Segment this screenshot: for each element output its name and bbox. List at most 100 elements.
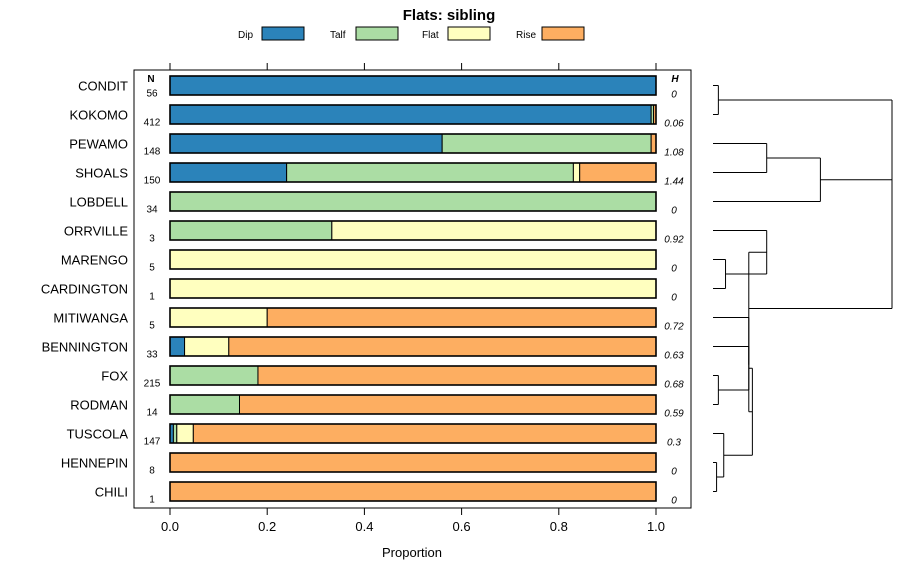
h-label-fox: 0.68	[664, 380, 684, 391]
category-label-fox: FOX	[101, 369, 128, 384]
h-column-header: H	[671, 74, 679, 85]
bar-outline-fox	[169, 365, 657, 386]
h-label-condit: 0	[671, 90, 677, 101]
h-label-pewamo: 1.08	[664, 148, 684, 159]
legend-swatch-flat	[447, 26, 491, 41]
chart-title: Flats: sibling	[403, 7, 496, 24]
bar-lobdell-talf	[169, 191, 657, 212]
bar-outline-cardington	[169, 278, 657, 299]
legend-swatch-dip	[261, 26, 305, 41]
bar-outline-condit	[169, 75, 657, 96]
n-label-mitiwanga: 5	[149, 321, 155, 332]
bar-bennington-rise	[228, 336, 657, 357]
dendrogram	[713, 85, 893, 492]
x-tick-label-0-2: 0.2	[258, 519, 276, 534]
h-labels: 0 0.06 1.08 1.44 0 0.92 0 0 0.72 0.63 0.68 0.59 0.3 0…	[664, 90, 684, 507]
bar-bennington-flat	[184, 336, 230, 357]
h-label-chili: 0	[671, 496, 677, 507]
n-label-marengo: 5	[149, 263, 155, 274]
category-label-condit: CONDIT	[78, 79, 128, 94]
n-label-condit: 56	[146, 89, 158, 100]
bar-marengo-flat	[169, 249, 657, 270]
legend-label-dip: Dip	[238, 30, 253, 41]
category-label-hennepin: HENNEPIN	[61, 456, 128, 471]
bar-shoals-flat	[572, 162, 581, 183]
category-label-rodman: RODMAN	[70, 398, 128, 413]
x-tick-label-1-0: 1.0	[647, 519, 665, 534]
h-label-shoals: 1.44	[664, 177, 684, 188]
category-label-bennington: BENNINGTON	[42, 340, 128, 355]
bar-tuscola-talf	[172, 423, 178, 444]
bar-cardington-flat	[169, 278, 657, 299]
bar-orrville-flat	[331, 220, 657, 241]
legend-label-flat: Flat	[422, 30, 439, 41]
bar-outline-mitiwanga	[169, 307, 657, 328]
legend: Dip Talf Flat Rise	[238, 26, 585, 41]
n-labels: 56 412 148 150 34 3 5 1 5 33 215 14 147 8 1	[144, 89, 161, 506]
category-label-chili: CHILI	[95, 485, 128, 500]
legend-swatch-rise	[541, 26, 585, 41]
category-label-kokomo: KOKOMO	[69, 108, 128, 123]
category-label-tuscola: TUSCOLA	[67, 427, 129, 442]
category-label-marengo: MARENGO	[61, 253, 128, 268]
n-label-tuscola: 147	[144, 437, 161, 448]
n-label-bennington: 33	[146, 350, 158, 361]
h-label-cardington: 0	[671, 293, 677, 304]
h-label-kokomo: 0.06	[664, 119, 684, 130]
x-tick-label-0-6: 0.6	[453, 519, 471, 534]
category-label-cardington: CARDINGTON	[41, 282, 128, 297]
h-label-tuscola: 0.3	[667, 438, 681, 449]
bar-shoals-talf	[286, 162, 574, 183]
n-label-rodman: 14	[146, 408, 158, 419]
bar-kokomo-dip	[169, 104, 652, 125]
x-tick-label-0-8: 0.8	[550, 519, 568, 534]
category-label-shoals: SHOALS	[75, 166, 128, 181]
category-label-pewamo: PEWAMO	[69, 137, 128, 152]
bar-tuscola-flat	[176, 423, 194, 444]
bar-condit-dip	[169, 75, 657, 96]
n-label-pewamo: 148	[144, 147, 161, 158]
bar-outline-chili	[169, 481, 657, 502]
h-label-hennepin: 0	[671, 467, 677, 478]
legend-label-talf: Talf	[330, 30, 346, 41]
legend-label-rise: Rise	[516, 30, 536, 41]
bar-mitiwanga-rise	[266, 307, 657, 328]
bar-outline-kokomo	[169, 104, 657, 125]
bar-outline-pewamo	[169, 133, 657, 154]
bar-outline-rodman	[169, 394, 657, 415]
n-label-cardington: 1	[149, 292, 155, 303]
bar-outline-marengo	[169, 249, 657, 270]
bar-outline-shoals	[169, 162, 657, 183]
n-label-lobdell: 34	[146, 205, 158, 216]
category-label-lobdell: LOBDELL	[69, 195, 128, 210]
category-label-orrville: ORRVILLE	[64, 224, 128, 239]
category-labels: CONDIT KOKOMO PEWAMO SHOALS LOBDELL ORRVILLE M…	[41, 79, 128, 500]
bars-group	[169, 75, 657, 502]
bar-fox-rise	[257, 365, 657, 386]
bar-rodman-talf	[169, 394, 240, 415]
h-label-mitiwanga: 0.72	[664, 322, 684, 333]
n-label-shoals: 150	[144, 176, 161, 187]
bar-tuscola-rise	[192, 423, 657, 444]
bar-outline-lobdell	[169, 191, 657, 212]
bar-shoals-rise	[579, 162, 657, 183]
legend-swatch-talf	[355, 26, 399, 41]
h-label-marengo: 0	[671, 264, 677, 275]
bar-pewamo-dip	[169, 133, 443, 154]
plot-panel	[133, 69, 692, 509]
bar-fox-talf	[169, 365, 259, 386]
n-column-header: N	[147, 74, 154, 85]
bar-mitiwanga-flat	[169, 307, 268, 328]
x-axis: 0.0 0.2 0.4 0.6 0.8 1.0	[161, 63, 665, 534]
bar-outline-tuscola	[169, 423, 657, 444]
x-tick-label-0-0: 0.0	[161, 519, 179, 534]
category-label-mitiwanga: MITIWANGA	[53, 311, 128, 326]
bar-bennington-dip	[169, 336, 186, 357]
bar-orrville-talf	[169, 220, 333, 241]
n-label-orrville: 3	[149, 234, 155, 245]
bar-chili-rise	[169, 481, 657, 502]
bar-rodman-rise	[238, 394, 657, 415]
h-label-bennington: 0.63	[664, 351, 684, 362]
bar-outline-bennington	[169, 336, 657, 357]
